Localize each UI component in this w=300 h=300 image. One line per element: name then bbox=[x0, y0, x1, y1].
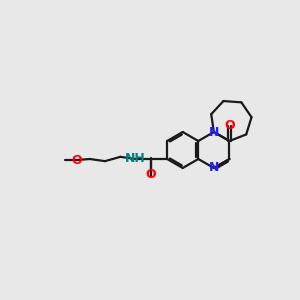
Text: O: O bbox=[146, 168, 156, 181]
Text: O: O bbox=[71, 154, 82, 166]
Text: N: N bbox=[209, 125, 219, 139]
Text: O: O bbox=[224, 119, 235, 132]
Text: NH: NH bbox=[125, 152, 146, 166]
Text: N: N bbox=[209, 161, 219, 175]
